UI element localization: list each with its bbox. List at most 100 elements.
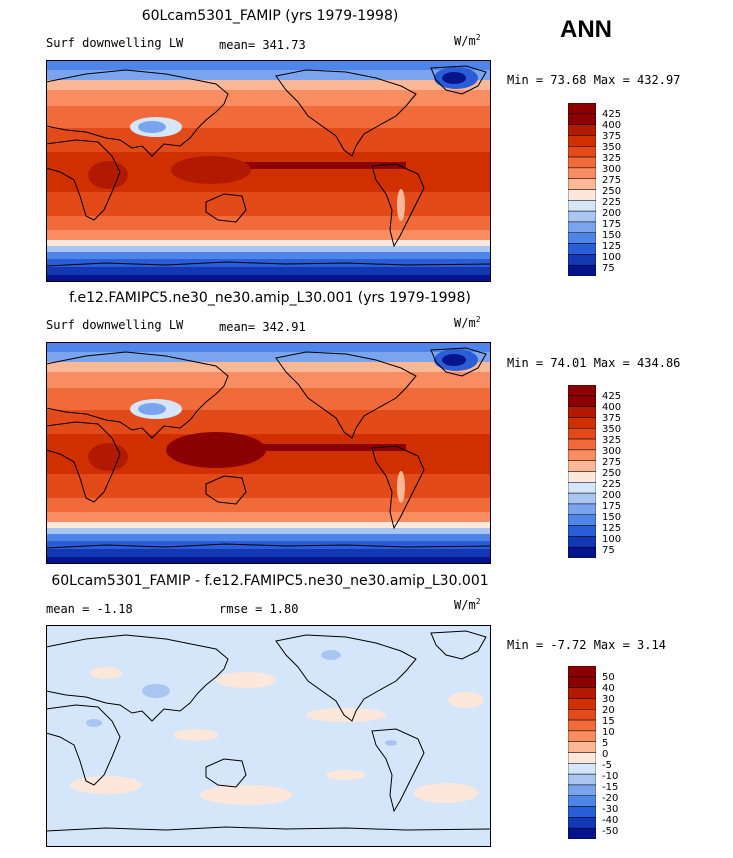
colorbar-label: 325	[602, 435, 622, 446]
colorbar-swatch	[567, 806, 597, 818]
coast-australia	[205, 193, 247, 223]
colorbar-swatch	[567, 482, 597, 494]
band	[46, 352, 491, 362]
colorbar-label: 200	[602, 490, 622, 501]
colorbar-swatch	[567, 189, 597, 201]
colorbar-label: 375	[602, 413, 622, 424]
band	[46, 128, 491, 152]
coast-north-america	[275, 69, 417, 157]
colorbar-swatch	[567, 514, 597, 526]
colorbar-label: 0	[602, 749, 609, 760]
coast-south-america	[371, 163, 425, 248]
coast-africa	[46, 421, 121, 503]
colorbar-swatch	[567, 428, 597, 440]
coast-greenland	[430, 347, 487, 377]
coast-eurasia	[46, 634, 229, 722]
colorbar-swatch	[567, 417, 597, 429]
colorbar-swatch	[567, 827, 597, 840]
colorbar-swatch	[567, 752, 597, 764]
pos-anomaly	[70, 776, 142, 794]
colorbar-label: 275	[602, 175, 622, 186]
panel3-minmax: Min = -7.72 Max = 3.14	[507, 638, 666, 652]
band	[46, 410, 491, 434]
colorbar-label: 150	[602, 230, 622, 241]
colorbar-label: 100	[602, 252, 622, 263]
pos-anomaly	[306, 708, 386, 722]
colorbar-label: 425	[602, 109, 622, 120]
colorbar-swatch	[567, 546, 597, 559]
panel1-title: 60Lcam5301_FAMIP (yrs 1979-1998)	[141, 8, 399, 24]
colorbar-swatch	[567, 536, 597, 548]
colorbar-label: 275	[602, 457, 622, 468]
colorbar-label: 175	[602, 219, 622, 230]
colorbar-label: 400	[602, 402, 622, 413]
coast-greenland	[430, 65, 487, 95]
colorbar-label: -20	[602, 793, 619, 804]
band	[46, 388, 491, 410]
panel3-colorbar	[567, 665, 597, 840]
coast-eurasia	[46, 69, 229, 157]
panel1-colorbar-labels: 425 400 375 350 325 300 275 250 225 200 …	[602, 109, 621, 274]
panel1-minmax: Min = 73.68 Max = 432.97	[507, 73, 681, 87]
band	[46, 230, 491, 240]
colorbar-swatch	[567, 709, 597, 721]
coast-eurasia	[46, 351, 229, 439]
colorbar-swatch	[567, 254, 597, 266]
colorbar-label: 125	[602, 523, 622, 534]
panel1-units: W/m2	[454, 33, 481, 48]
warm-pool	[171, 156, 251, 184]
colorbar-label: 100	[602, 534, 622, 545]
colorbar-label: 75	[602, 545, 615, 556]
colorbar-swatch	[567, 784, 597, 796]
colorbar-swatch	[567, 460, 597, 472]
colorbar-swatch	[567, 741, 597, 753]
panel2-colorbar	[567, 384, 597, 559]
colorbar-label: 30	[602, 694, 615, 705]
band	[46, 60, 491, 70]
colorbar-swatch	[567, 102, 597, 115]
colorbar-label: 75	[602, 263, 615, 274]
colorbar-label: 10	[602, 727, 615, 738]
colorbar-label: 225	[602, 479, 622, 490]
band	[46, 80, 491, 90]
panel3-units: W/m2	[454, 597, 481, 612]
colorbar-label: 400	[602, 120, 622, 131]
colorbar-label: 40	[602, 683, 615, 694]
colorbar-label: -5	[602, 760, 612, 771]
band	[46, 342, 491, 352]
colorbar-swatch	[567, 156, 597, 169]
colorbar-label: -15	[602, 782, 619, 793]
panel2-mean: mean= 342.91	[219, 320, 306, 334]
colorbar-label: 350	[602, 424, 622, 435]
coast-greenland	[430, 630, 487, 660]
pos-anomaly	[200, 785, 292, 805]
colorbar-label: 200	[602, 208, 622, 219]
band	[46, 362, 491, 372]
coast-antarctica	[46, 543, 491, 549]
band	[46, 267, 491, 275]
colorbar-swatch	[567, 210, 597, 223]
colorbar-label: 15	[602, 716, 615, 727]
colorbar-label: 150	[602, 512, 622, 523]
panel3-mean: mean = -1.18	[46, 602, 133, 616]
andes-low	[397, 471, 405, 503]
colorbar-swatch	[567, 503, 597, 515]
band	[46, 246, 491, 252]
coast-south-america	[371, 445, 425, 530]
panel2-minmax: Min = 74.01 Max = 434.86	[507, 356, 681, 370]
band	[46, 216, 491, 230]
band	[46, 522, 491, 528]
panel1-variable-label: Surf downwelling LW	[46, 36, 184, 50]
tibet-core	[138, 403, 166, 415]
andes-low	[397, 189, 405, 221]
colorbar-label: 325	[602, 153, 622, 164]
colorbar-label: 250	[602, 186, 622, 197]
colorbar-swatch	[567, 395, 597, 407]
panel3-title: 60Lcam5301_FAMIP - f.e12.FAMIPC5.ne30_ne…	[51, 573, 489, 589]
coast-south-america	[371, 728, 425, 813]
colorbar-swatch	[567, 492, 597, 505]
coast-antarctica	[46, 826, 491, 832]
greenland-core	[442, 354, 466, 366]
colorbar-swatch	[567, 795, 597, 807]
band	[46, 192, 491, 216]
